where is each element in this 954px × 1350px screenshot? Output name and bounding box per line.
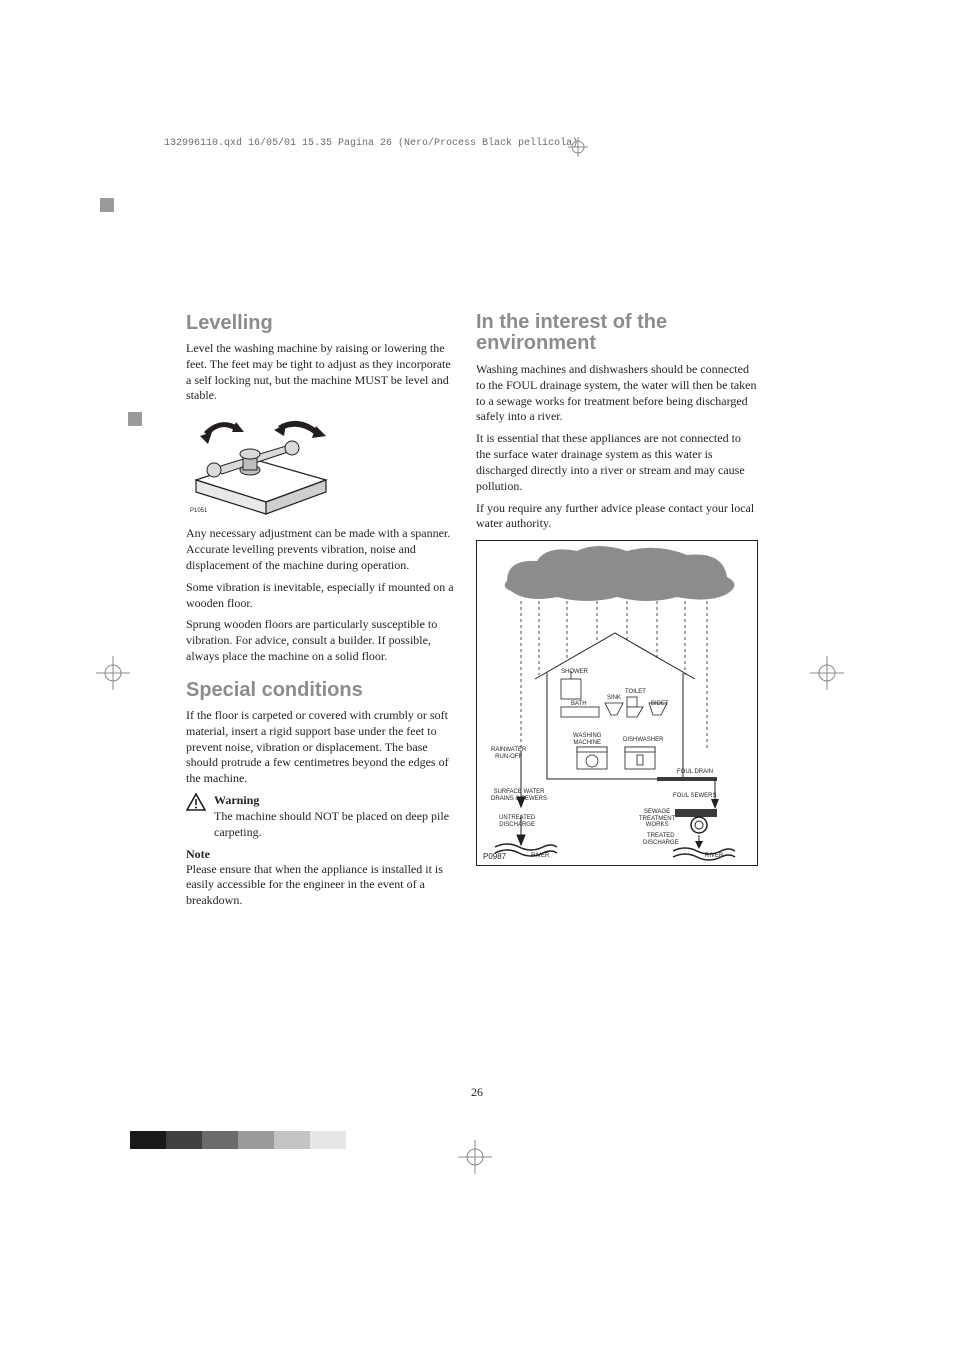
label-bath: BATH xyxy=(571,701,587,707)
environment-heading-line2: environment xyxy=(476,332,596,354)
label-toilet: TOILET xyxy=(625,689,646,695)
environment-heading: In the interest of the environment xyxy=(476,312,758,354)
label-washing-machine: WASHING MACHINE xyxy=(573,733,601,746)
label-sewage: SEWAGE TREATMENT WORKS xyxy=(639,809,675,828)
environment-para-2: It is essential that these appliances ar… xyxy=(476,431,758,494)
special-conditions-heading: Special conditions xyxy=(186,679,454,702)
crop-mark-top-left xyxy=(100,198,114,212)
levelling-para-1: Level the washing machine by raising or … xyxy=(186,341,454,404)
environment-heading-line1: In the interest of the xyxy=(476,311,667,333)
environment-para-1: Washing machines and dishwashers should … xyxy=(476,362,758,425)
page: 132996110.qxd 16/05/01 15.35 Pagina 26 (… xyxy=(0,0,954,1350)
registration-mark-bottom-icon xyxy=(458,1140,492,1179)
warning-label: Warning xyxy=(214,793,259,807)
levelling-illus-code: P1051 xyxy=(190,508,208,514)
label-sink: SINK xyxy=(607,695,621,701)
levelling-para-3: Some vibration is inevitable, especially… xyxy=(186,580,454,612)
label-foul-sewers: FOUL SEWERS xyxy=(673,793,716,799)
levelling-illustration: P1051 xyxy=(186,410,336,516)
warning-block: Warning The machine should NOT be placed… xyxy=(186,793,454,840)
label-treated: TREATED DISCHARGE xyxy=(643,833,679,846)
environment-para-3: If you require any further advice please… xyxy=(476,501,758,533)
note-text: Please ensure that when the appliance is… xyxy=(186,862,454,909)
warning-body: The machine should NOT be placed on deep… xyxy=(214,809,449,839)
special-conditions-para: If the floor is carpeted or covered with… xyxy=(186,708,454,787)
label-surface: SURFACE WATER DRAINS & SEWERS xyxy=(491,789,547,802)
note-label: Note xyxy=(186,847,454,862)
label-untreated: UNTREATED DISCHARGE xyxy=(499,815,535,828)
qxd-header-line: 132996110.qxd 16/05/01 15.35 Pagina 26 (… xyxy=(164,138,578,149)
diagram-code: P0987 xyxy=(483,852,506,861)
label-river-left: RIVER xyxy=(531,853,549,859)
label-rainwater: RAINWATER RUN-OFF xyxy=(491,747,526,760)
label-shower: SHOWER xyxy=(561,669,588,675)
label-river-right: RIVER xyxy=(705,853,723,859)
left-column: Levelling Level the washing machine by r… xyxy=(186,312,454,915)
label-dishwasher: DISHWASHER xyxy=(623,737,663,743)
header-reg-icon xyxy=(568,137,588,162)
label-bidet: BIDET xyxy=(651,701,669,707)
warning-triangle-icon xyxy=(186,793,206,840)
cloud-icon xyxy=(505,546,735,601)
levelling-heading: Levelling xyxy=(186,312,454,335)
grayscale-strip xyxy=(130,1131,346,1149)
levelling-para-2: Any necessary adjustment can be made wit… xyxy=(186,526,454,573)
label-foul-drain: FOUL DRAIN xyxy=(677,769,713,775)
environment-diagram: SHOWER BATH SINK TOILET BIDET WASHING MA… xyxy=(476,540,758,866)
warning-text: Warning The machine should NOT be placed… xyxy=(214,793,454,840)
right-column: In the interest of the environment Washi… xyxy=(476,312,758,866)
registration-mark-left-icon xyxy=(96,656,130,695)
crop-mark-mid-left xyxy=(128,412,142,426)
registration-mark-right-icon xyxy=(810,656,844,695)
levelling-para-4: Sprung wooden floors are particularly su… xyxy=(186,617,454,664)
page-number: 26 xyxy=(0,1085,954,1100)
